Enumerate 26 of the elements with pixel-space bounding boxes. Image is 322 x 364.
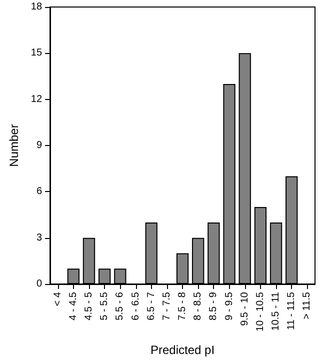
y-tick-label: 12	[30, 94, 42, 105]
x-tick-label: 9.5 - 10	[239, 292, 250, 326]
x-tick-label: 5.5 - 6	[114, 292, 126, 320]
y-tick-label: 3	[36, 232, 42, 244]
y-tick-label: 0	[36, 278, 42, 290]
x-tick-label: 6 - 6.5	[130, 292, 142, 320]
x-tick-label: > 11.5	[302, 292, 313, 320]
y-axis-title: Number	[7, 124, 21, 167]
x-tick-label: 4.5 - 5	[83, 292, 94, 320]
x-tick-label: 9 - 9.5	[224, 292, 235, 320]
x-tick-label: 5 - 5.5	[99, 292, 110, 320]
x-tick-label: 7 - 7.5	[161, 292, 172, 320]
x-tick-label: 8 - 8.5	[192, 292, 204, 320]
x-axis-title: Predicted pI	[150, 343, 215, 357]
x-tick-label: < 4	[52, 292, 64, 306]
x-tick-label: 11 - 11.5	[286, 292, 298, 330]
y-tick-label: 6	[36, 186, 42, 198]
x-tick-label: 7.5 - 8	[177, 292, 188, 320]
y-tick-label: 18	[30, 2, 42, 12]
x-tick-label: 6.5 - 7	[146, 292, 157, 320]
y-tick-label: 9	[36, 140, 42, 151]
y-tick-label: 15	[30, 48, 42, 59]
x-tick-label: 10 - 10.5	[254, 292, 266, 332]
x-tick-label: 4 - 4.5	[68, 292, 79, 320]
x-tick-label: 8.5 - 9	[208, 292, 220, 320]
x-tick-label: 10.5 - 11	[270, 292, 282, 331]
